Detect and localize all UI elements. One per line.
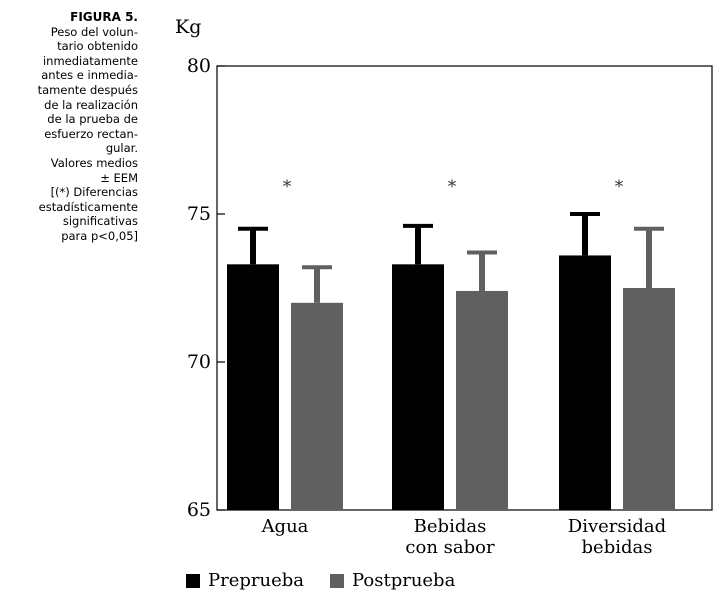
- legend-item-postprueba: Postprueba: [330, 570, 455, 591]
- caption-line: Valores medios: [50, 155, 138, 170]
- bar-preprueba-0: [227, 264, 279, 510]
- significance-asterisk: *: [448, 177, 457, 197]
- y-axis-unit-label: Kg: [175, 16, 202, 38]
- legend-swatch-preprueba: [186, 573, 200, 588]
- bar-preprueba-1: [392, 264, 444, 510]
- caption-line: Peso del volun-: [50, 24, 138, 39]
- caption-line: tamente después: [37, 82, 138, 97]
- bar-preprueba-2: [559, 255, 611, 510]
- legend-item-preprueba: Preprueba: [186, 570, 304, 591]
- caption-line: estadísticamente: [38, 199, 138, 214]
- bar-postprueba-1: [456, 290, 508, 510]
- significance-asterisk: *: [615, 177, 624, 197]
- chart-legend: Preprueba Postprueba: [186, 570, 481, 591]
- legend-label-postprueba: Postprueba: [352, 570, 456, 591]
- significance-asterisk: *: [283, 177, 292, 197]
- y-tick-label: 65: [187, 499, 211, 521]
- category-label: con sabor: [405, 537, 495, 558]
- caption-line: ± EEM: [100, 170, 138, 185]
- caption-line: significativas: [62, 214, 138, 229]
- category-label: bebidas: [582, 537, 653, 558]
- bar-postprueba-0: [291, 302, 343, 510]
- category-label: Agua: [261, 516, 309, 537]
- y-tick-label: 80: [187, 55, 211, 77]
- caption-line: de la prueba de: [47, 112, 138, 127]
- caption-line: [(*) Diferencias: [50, 185, 138, 200]
- bar-postprueba-2: [623, 288, 675, 510]
- category-label: Bebidas: [414, 516, 487, 537]
- legend-swatch-postprueba: [330, 573, 344, 588]
- caption-line: gular.: [105, 141, 138, 156]
- caption-line: de la realización: [44, 97, 138, 112]
- y-tick-label: 70: [187, 351, 211, 373]
- category-label: Diversidad: [568, 516, 666, 537]
- figure-caption: FIGURA 5. Peso del volun- tario obtenido…: [0, 10, 138, 244]
- caption-line: esfuerzo rectan-: [44, 126, 138, 141]
- caption-line: para p<0,05]: [61, 228, 138, 243]
- caption-line: antes e inmedia-: [41, 68, 138, 83]
- legend-label-preprueba: Preprueba: [208, 570, 304, 591]
- figure-label: FIGURA 5.: [70, 10, 138, 24]
- caption-line: inmediatamente: [42, 53, 138, 68]
- caption-line: tario obtenido: [57, 39, 138, 54]
- y-tick-label: 75: [187, 203, 211, 225]
